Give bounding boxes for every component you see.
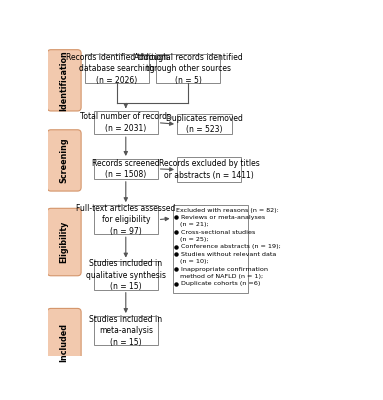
Text: Additional records identified
through other sources
(n = 5): Additional records identified through ot… bbox=[134, 53, 242, 85]
FancyBboxPatch shape bbox=[94, 159, 158, 179]
FancyBboxPatch shape bbox=[85, 54, 149, 84]
FancyBboxPatch shape bbox=[94, 111, 158, 134]
Text: Identification: Identification bbox=[60, 50, 69, 111]
Text: Records identified through
database searching
(n = 2026): Records identified through database sear… bbox=[66, 53, 168, 85]
FancyBboxPatch shape bbox=[47, 130, 81, 191]
Text: method of NAFLD (n = 1);: method of NAFLD (n = 1); bbox=[176, 274, 263, 279]
Text: (n = 10);: (n = 10); bbox=[176, 259, 209, 264]
Text: Reviews or meta-analyses: Reviews or meta-analyses bbox=[182, 215, 266, 220]
Text: Excluded with reasons (n = 82):: Excluded with reasons (n = 82): bbox=[176, 208, 279, 212]
Text: Included: Included bbox=[60, 323, 69, 362]
Text: Cross-sectional studies: Cross-sectional studies bbox=[182, 230, 256, 235]
Text: Eligibility: Eligibility bbox=[60, 221, 69, 263]
FancyBboxPatch shape bbox=[156, 54, 220, 84]
Text: (n = 25);: (n = 25); bbox=[176, 237, 209, 242]
Text: (n = 21);: (n = 21); bbox=[176, 222, 209, 227]
Text: Total number of records
(n = 2031): Total number of records (n = 2031) bbox=[80, 112, 171, 133]
Text: Records screened
(n = 1508): Records screened (n = 1508) bbox=[92, 159, 160, 179]
Text: Records excluded by titles
or abstracts (n = 1411): Records excluded by titles or abstracts … bbox=[159, 160, 259, 180]
FancyBboxPatch shape bbox=[172, 205, 248, 293]
Text: Studies included in
qualitative synthesis
(n = 15): Studies included in qualitative synthesi… bbox=[86, 259, 166, 291]
Text: Inappropriate confirmation: Inappropriate confirmation bbox=[182, 267, 268, 272]
Text: Duplicates removed
(n = 523): Duplicates removed (n = 523) bbox=[166, 114, 243, 134]
FancyBboxPatch shape bbox=[47, 308, 81, 376]
Text: Screening: Screening bbox=[60, 138, 69, 183]
FancyBboxPatch shape bbox=[47, 208, 81, 276]
Text: Studies included in
meta-analysis
(n = 15): Studies included in meta-analysis (n = 1… bbox=[89, 315, 162, 346]
Text: Studies without relevant data: Studies without relevant data bbox=[182, 252, 277, 257]
Text: Full-text articles assessed
for eligibility
(n = 97): Full-text articles assessed for eligibil… bbox=[76, 204, 175, 236]
Text: Duplicate cohorts (n =6): Duplicate cohorts (n =6) bbox=[182, 282, 261, 286]
FancyBboxPatch shape bbox=[47, 50, 81, 111]
FancyBboxPatch shape bbox=[94, 316, 158, 345]
FancyBboxPatch shape bbox=[94, 260, 158, 290]
FancyBboxPatch shape bbox=[177, 114, 232, 134]
FancyBboxPatch shape bbox=[177, 157, 241, 182]
Text: Conference abstracts (n = 19);: Conference abstracts (n = 19); bbox=[182, 244, 281, 250]
FancyBboxPatch shape bbox=[94, 205, 158, 234]
